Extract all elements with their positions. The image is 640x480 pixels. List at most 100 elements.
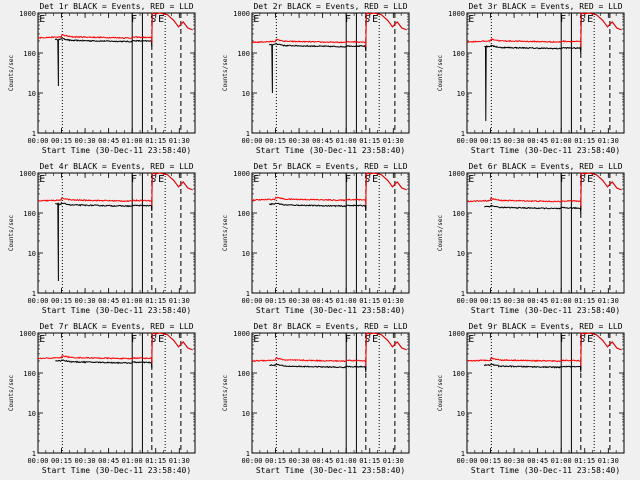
- x-tick-label: 00:15: [51, 137, 72, 145]
- x-tick-label: 00:00: [456, 457, 477, 465]
- flag-label: E: [468, 174, 474, 185]
- y-tick-label: 10: [457, 250, 465, 258]
- y-axis-label: Counts/sec: [222, 215, 229, 252]
- x-tick-label: 00:30: [289, 137, 310, 145]
- flag-label: S: [150, 334, 156, 345]
- x-tick-label: 00:45: [98, 297, 119, 305]
- y-tick-label: 100: [23, 210, 36, 218]
- x-tick-label: 01:00: [551, 297, 572, 305]
- flag-label: F: [345, 14, 351, 25]
- x-tick-label: 01:15: [359, 297, 380, 305]
- flag-label: F: [560, 174, 566, 185]
- x-axis-label: Start Time (30-Dec-11 23:58:40): [42, 466, 191, 475]
- series-lld-red: [38, 172, 193, 207]
- series-lld-red: [466, 12, 622, 47]
- x-axis-label: Start Time (30-Dec-11 23:58:40): [256, 306, 405, 315]
- x-tick-label: 01:15: [145, 137, 166, 145]
- series-lld-red: [466, 172, 622, 207]
- x-tick-label: 00:45: [527, 137, 548, 145]
- series-events-black: [54, 12, 193, 87]
- x-tick-label: 00:00: [456, 137, 477, 145]
- panel-title: Det 3r BLACK = Events, RED = LLD: [468, 2, 622, 11]
- panel-8: Det 8r BLACK = Events, RED = LLD 1 10 100 10…: [222, 322, 410, 475]
- flag-label: E: [468, 14, 474, 25]
- panel-4: Det 4r BLACK = Events, RED = LLD 1 10 100 10…: [8, 162, 196, 315]
- y-tick-label: 10: [28, 410, 36, 418]
- plot-frame: [466, 172, 625, 294]
- y-axis-label: Counts/sec: [8, 215, 15, 252]
- x-tick-label: 00:45: [98, 457, 119, 465]
- y-axis-label: Counts/sec: [437, 375, 444, 412]
- x-tick-label: 01:15: [145, 457, 166, 465]
- y-tick-label: 1000: [19, 170, 36, 178]
- y-axis-label: Counts/sec: [437, 215, 444, 252]
- y-tick-label: 1: [32, 290, 36, 298]
- x-tick-label: 00:15: [265, 297, 286, 305]
- plot-frame: [251, 332, 410, 454]
- plot-frame: [251, 172, 410, 294]
- y-tick-label: 1000: [448, 170, 465, 178]
- y-tick-label: 100: [452, 370, 465, 378]
- panel-5: Det 5r BLACK = Events, RED = LLD 1 10 100 10…: [222, 162, 410, 315]
- plot-frame: [466, 332, 625, 454]
- y-tick-label: 10: [28, 250, 36, 258]
- x-axis-label: Start Time (30-Dec-11 23:58:40): [42, 146, 191, 155]
- y-tick-label: 1: [461, 290, 465, 298]
- x-tick-label: 01:15: [359, 457, 380, 465]
- x-tick-label: 00:45: [312, 297, 333, 305]
- x-tick-label: 01:00: [551, 457, 572, 465]
- y-tick-label: 1: [32, 130, 36, 138]
- x-tick-label: 00:15: [51, 297, 72, 305]
- x-tick-label: 00:00: [456, 297, 477, 305]
- series-lld-red: [37, 12, 193, 43]
- panel-3: Det 3r BLACK = Events, RED = LLD 1 10 100 10…: [437, 2, 625, 155]
- flag-label: E: [158, 334, 164, 345]
- panel-title: Det 7r BLACK = Events, RED = LLD: [39, 322, 193, 331]
- x-tick-label: 01:15: [359, 137, 380, 145]
- x-tick-label: 00:00: [241, 297, 262, 305]
- x-tick-label: 00:15: [265, 137, 286, 145]
- flag-label: E: [587, 174, 593, 185]
- x-tick-label: 01:30: [169, 137, 190, 145]
- x-tick-label: 00:30: [504, 297, 525, 305]
- y-axis-label: Counts/sec: [8, 55, 15, 92]
- x-tick-label: 00:15: [480, 457, 501, 465]
- y-tick-label: 1: [461, 450, 465, 458]
- x-tick-label: 00:45: [312, 457, 333, 465]
- x-tick-label: 01:00: [551, 137, 572, 145]
- x-tick-label: 01:15: [574, 137, 595, 145]
- series-events-black: [55, 172, 193, 282]
- flag-label: E: [158, 14, 164, 25]
- y-tick-label: 1000: [19, 10, 36, 18]
- flag-label: E: [587, 334, 593, 345]
- x-tick-label: 00:00: [27, 297, 48, 305]
- flag-label: E: [468, 334, 474, 345]
- y-tick-label: 100: [452, 50, 465, 58]
- flag-label: S: [579, 334, 585, 345]
- x-axis-label: Start Time (30-Dec-11 23:58:40): [471, 306, 620, 315]
- plot-frame: [37, 12, 196, 134]
- x-tick-label: 00:30: [75, 137, 96, 145]
- flag-label: E: [372, 14, 378, 25]
- flag-label: F: [345, 334, 351, 345]
- flag-label: E: [39, 174, 45, 185]
- y-tick-label: 1000: [233, 10, 250, 18]
- x-tick-label: 00:45: [527, 457, 548, 465]
- series-lld-red: [37, 332, 193, 364]
- y-tick-label: 100: [237, 210, 250, 218]
- y-tick-label: 100: [452, 210, 465, 218]
- series-events-black: [484, 12, 622, 122]
- y-tick-label: 1: [461, 130, 465, 138]
- x-tick-label: 00:15: [265, 457, 286, 465]
- flag-label: F: [131, 174, 137, 185]
- x-tick-label: 01:00: [122, 297, 143, 305]
- x-tick-label: 00:45: [98, 137, 119, 145]
- series-lld-red: [251, 172, 407, 206]
- series-events-black: [55, 332, 193, 368]
- x-tick-label: 01:30: [598, 297, 619, 305]
- x-tick-label: 00:00: [27, 457, 48, 465]
- x-tick-label: 01:30: [169, 457, 190, 465]
- y-axis-label: Counts/sec: [8, 375, 15, 412]
- panel-1: Det 1r BLACK = Events, RED = LLD 1 10 100 10…: [8, 2, 196, 155]
- panel-title: Det 9r BLACK = Events, RED = LLD: [468, 322, 622, 331]
